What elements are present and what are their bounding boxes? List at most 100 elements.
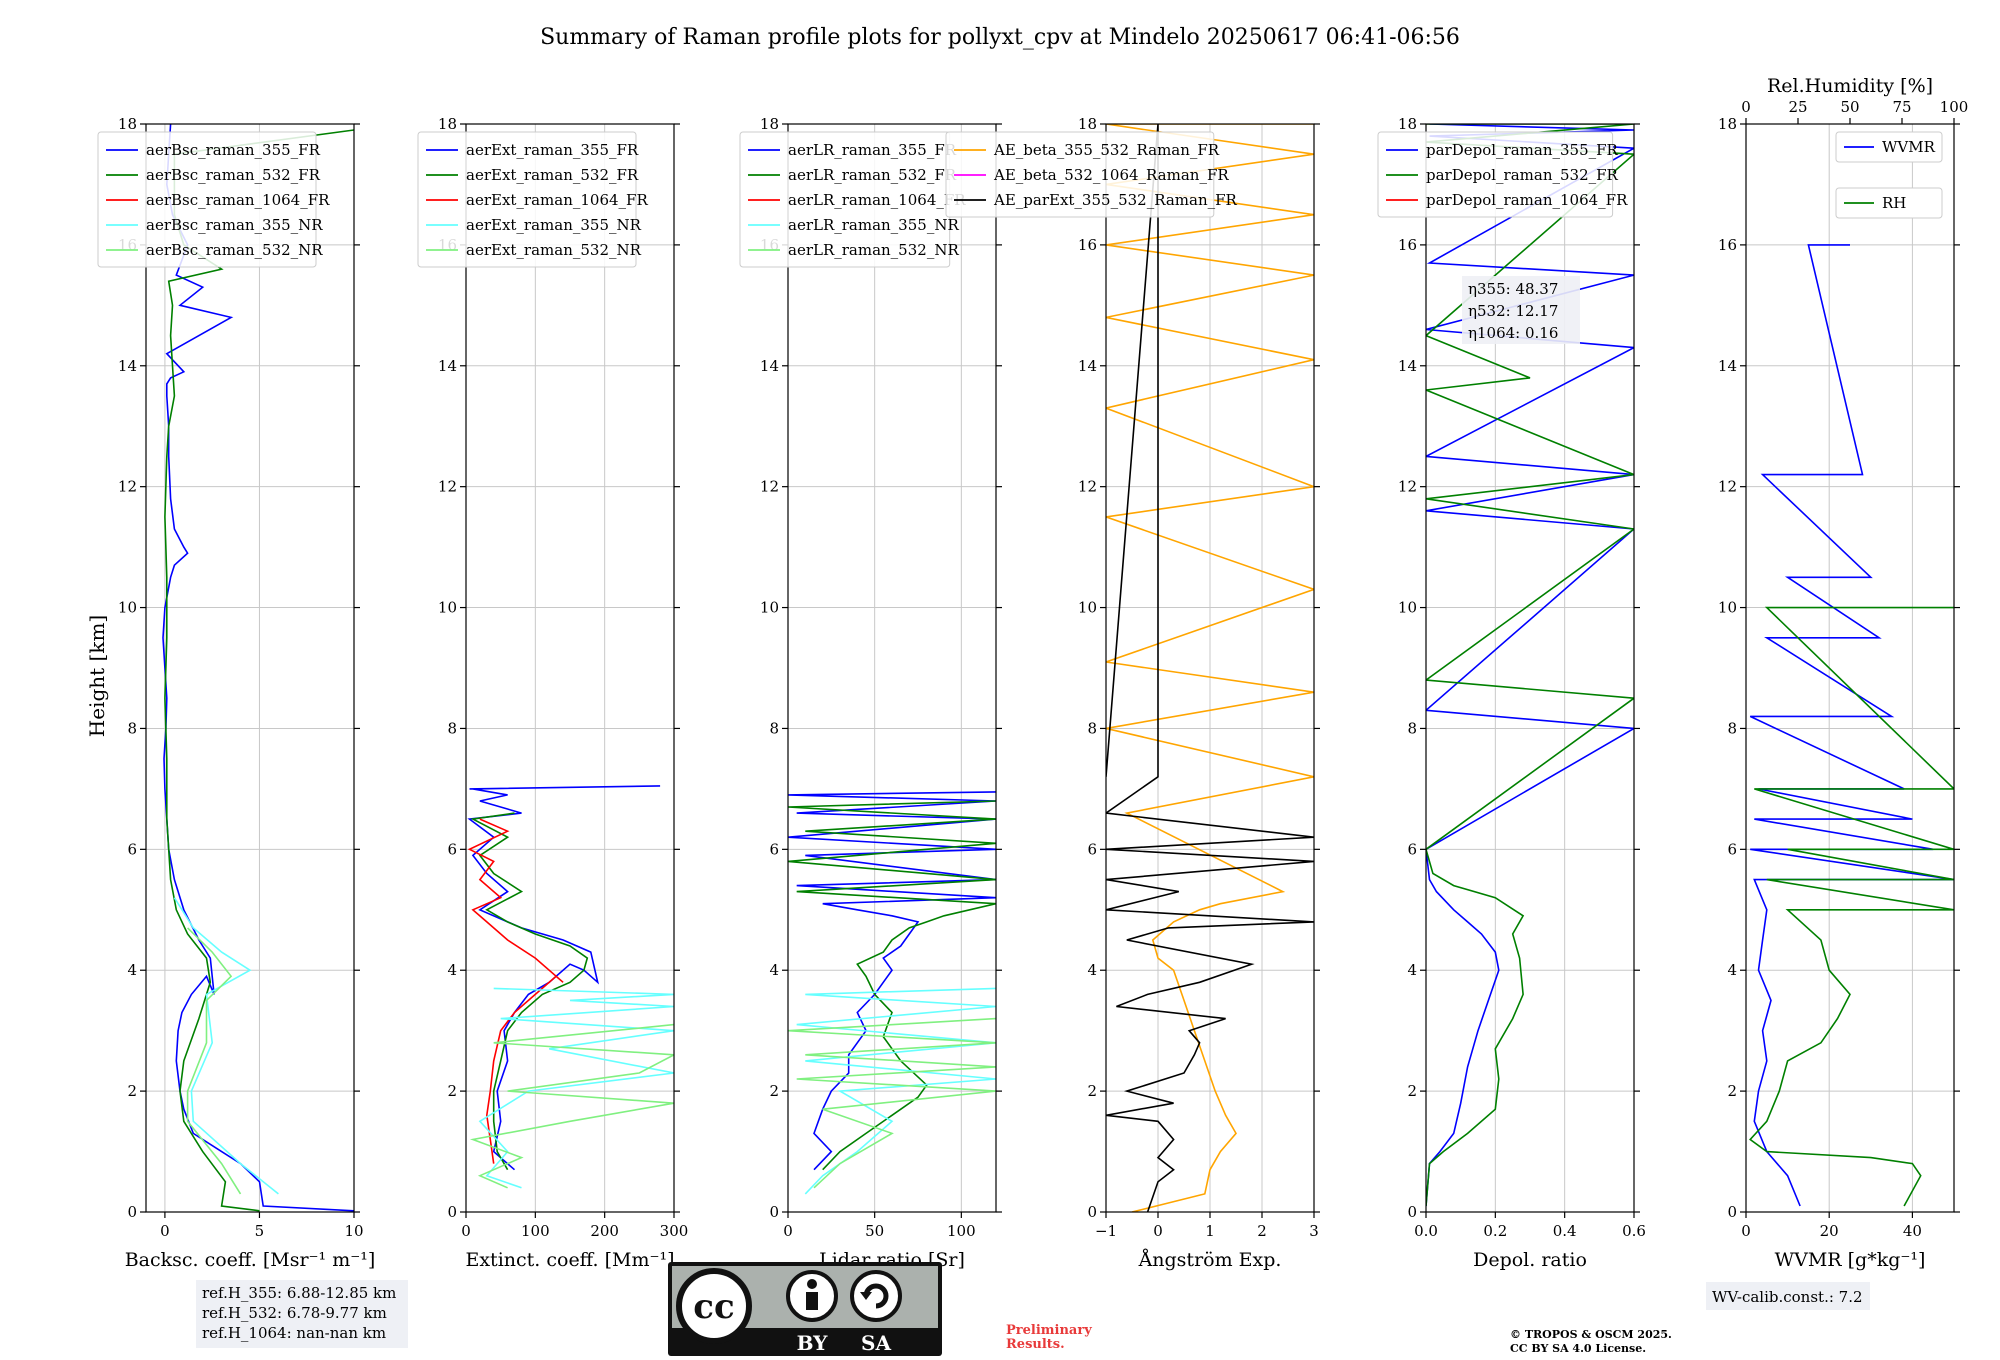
series-line-RH (1749, 606, 1954, 1207)
wv-calib-box: WV-calib.const.: 7.2 (1706, 1282, 1870, 1310)
x-tick-label: 0.2 (1483, 1222, 1507, 1240)
ref-height-532: ref.H_532: 6.78-9.77 km (202, 1304, 387, 1322)
y-tick-label: 0 (127, 1203, 137, 1221)
x-tick-label: 10 (344, 1222, 363, 1240)
y-tick-label: 16 (1078, 236, 1097, 254)
panel-2: 0246810121416180100200300Extinct. coeff.… (417, 115, 689, 1271)
legend-entry: WVMR (1882, 138, 1936, 156)
x2-axis-label: Rel.Humidity [%] (1767, 75, 1933, 97)
x-axis-label: WVMR [g*kg⁻¹] (1775, 1249, 1926, 1271)
eta-box (1462, 276, 1580, 344)
y-tick-label: 0 (447, 1203, 457, 1221)
copyright-line-2: CC BY SA 4.0 License. (1510, 1342, 1646, 1355)
y-tick-label: 10 (760, 599, 779, 617)
x-tick-label: 0 (160, 1222, 170, 1240)
legend-box (417, 131, 637, 268)
legend-box (97, 131, 317, 268)
y-axis-label: Height [km] (85, 615, 109, 737)
y-tick-label: 2 (769, 1082, 779, 1100)
legend-entry: parDepol_raman_532_FR (1426, 166, 1619, 184)
y-tick-label: 0 (1087, 1203, 1097, 1221)
y-tick-label: 12 (760, 478, 779, 496)
cc-license-badge[interactable]: cc BY SA (668, 1262, 942, 1356)
legend-entry: aerLR_raman_532_NR (788, 241, 959, 259)
legend-entry: aerBsc_raman_532_FR (146, 166, 321, 184)
x2-tick-label: 75 (1892, 98, 1911, 116)
cc-logo-icon: cc (693, 1287, 734, 1327)
x-axis-label: Backsc. coeff. [Msr⁻¹ m⁻¹] (125, 1249, 376, 1271)
x-axis-label: Ångström Exp. (1138, 1249, 1282, 1271)
legend-entry: aerExt_raman_355_NR (466, 216, 642, 234)
ref-height-box: ref.H_355: 6.88-12.85 km ref.H_532: 6.78… (196, 1280, 408, 1348)
y-tick-label: 8 (1407, 719, 1417, 737)
sa-share-alike-icon (850, 1270, 902, 1322)
legend-box (945, 131, 1215, 218)
y-tick-label: 14 (1398, 357, 1417, 375)
y-tick-label: 18 (1398, 115, 1417, 133)
y-tick-label: 6 (1727, 840, 1737, 858)
legend-entry: aerLR_raman_355_FR (788, 141, 957, 159)
y-tick-label: 18 (1078, 115, 1097, 133)
x-tick-label: 0.0 (1414, 1222, 1438, 1240)
y-tick-label: 6 (1407, 840, 1417, 858)
x-axis-label: Extinct. coeff. [Mm⁻¹] (465, 1249, 674, 1271)
eta-annotation: η532: 12.17 (1468, 302, 1558, 320)
series-line-AE_parExt_355_532_Raman_FR (1106, 124, 1314, 1212)
y-tick-label: 12 (438, 478, 457, 496)
legend-entry: parDepol_raman_355_FR (1426, 141, 1619, 159)
x-tick-label: 200 (590, 1222, 619, 1240)
x-tick-label: 0.4 (1553, 1222, 1577, 1240)
y-tick-label: 8 (1727, 719, 1737, 737)
x-tick-label: 0 (1741, 1222, 1751, 1240)
y-tick-label: 10 (1718, 599, 1737, 617)
panel-3: 024681012141618050100Lidar ratio [Sr]aer… (739, 115, 1002, 1271)
y-tick-label: 14 (438, 357, 457, 375)
series-line-aerExt_raman_532_NR (469, 1023, 674, 1189)
x2-tick-label: 100 (1940, 98, 1969, 116)
x2-tick-label: 0 (1741, 98, 1751, 116)
y-tick-label: 12 (1078, 478, 1097, 496)
preliminary-line-2: Results. (1006, 1337, 1065, 1352)
series-line-AE_beta_355_532_Raman_FR (1106, 124, 1314, 1212)
y-tick-label: 10 (1398, 599, 1417, 617)
x-tick-label: 40 (1903, 1222, 1922, 1240)
x-tick-label: 0 (1153, 1222, 1163, 1240)
series-line-aerBsc_raman_355_NR (173, 897, 279, 1195)
x-tick-label: 300 (660, 1222, 689, 1240)
axes-frame (145, 123, 355, 1213)
y-tick-label: 14 (118, 357, 137, 375)
x-tick-label: 50 (865, 1222, 884, 1240)
y-tick-label: 12 (1718, 478, 1737, 496)
y-tick-label: 0 (769, 1203, 779, 1221)
axes-frame (1745, 123, 1955, 1213)
y-tick-label: 12 (1398, 478, 1417, 496)
y-tick-label: 8 (447, 719, 457, 737)
x-tick-label: 5 (255, 1222, 265, 1240)
x-tick-label: 0.6 (1622, 1222, 1646, 1240)
cc-by-label: BY (797, 1331, 829, 1355)
y-tick-label: 8 (1087, 719, 1097, 737)
series-line-parDepol_raman_532_FR (1426, 124, 1634, 1207)
eta-annotation: η355: 48.37 (1468, 280, 1558, 298)
legend-entry: aerBsc_raman_355_NR (146, 216, 323, 234)
x-tick-label: 1 (1205, 1222, 1215, 1240)
y-tick-label: 0 (1727, 1203, 1737, 1221)
y-tick-label: 10 (118, 599, 137, 617)
series-line-aerBsc_raman_532_FR (164, 129, 354, 1212)
y-tick-label: 6 (127, 840, 137, 858)
y-tick-label: 4 (447, 961, 457, 979)
legend-entry: AE_beta_532_1064_Raman_FR (993, 166, 1229, 184)
eta-annotation: η1064: 0.16 (1468, 324, 1558, 342)
legend-box (1835, 187, 1943, 219)
legend-entry: aerLR_raman_355_NR (788, 216, 959, 234)
axes-frame (1425, 123, 1635, 1213)
y-tick-label: 10 (438, 599, 457, 617)
y-tick-label: 14 (1718, 357, 1737, 375)
x-tick-label: −1 (1095, 1222, 1117, 1240)
x2-tick-label: 25 (1788, 98, 1807, 116)
y-tick-label: 18 (1718, 115, 1737, 133)
panel-5: 0 2 4 6 8 10 12 14 16 18 0.0 0.2 0.4 0.6 Depol. ratio p… (1377, 115, 1646, 1271)
y-tick-label: 4 (1407, 961, 1417, 979)
